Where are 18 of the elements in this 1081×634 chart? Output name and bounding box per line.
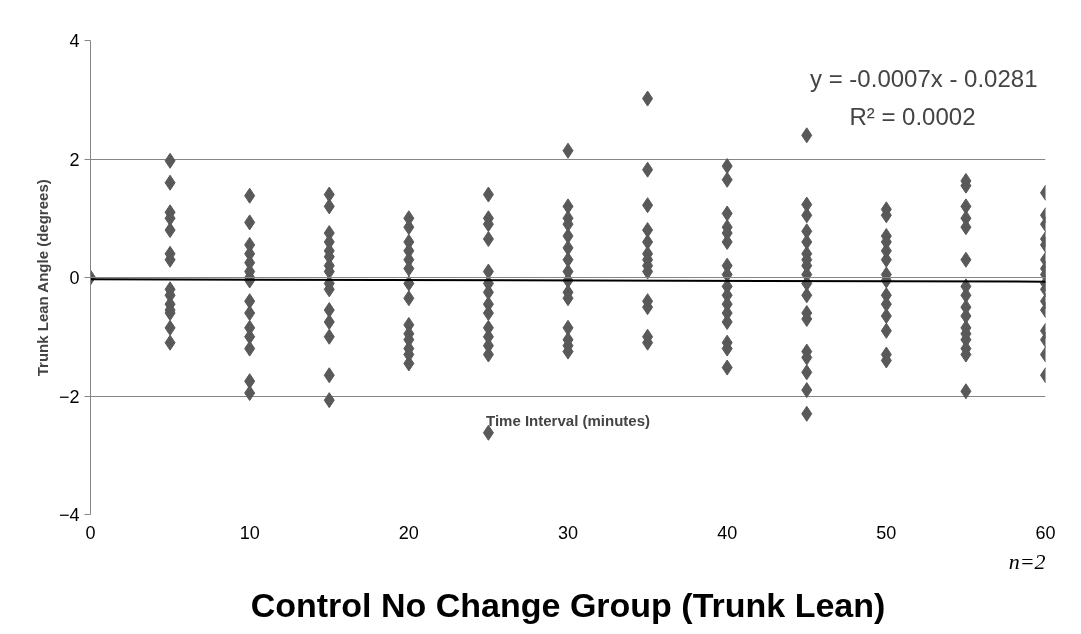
y-tick-label: −4 (58, 505, 80, 525)
x-tick-label: 50 (876, 522, 897, 543)
annotation: R² = 0.0002 (849, 102, 976, 130)
y-tick-label: 2 (69, 149, 80, 170)
x-axis-title: Time Interval (minutes) (486, 412, 650, 430)
x-tick-label: 60 (1035, 522, 1056, 543)
y-tick-label: −2 (58, 386, 80, 407)
x-tick-label: 0 (85, 522, 96, 543)
x-tick-label: 30 (557, 522, 579, 543)
x-tick-label: 10 (239, 522, 260, 543)
x-tick-label: 40 (717, 522, 738, 543)
annotation: y = -0.0007x - 0.0281 (810, 64, 1038, 92)
text: Control No Change Group (Trunk Lean) (250, 585, 886, 624)
text: n=2 (1008, 548, 1046, 574)
y-axis-title: Trunk Lean Angle (degrees) (33, 179, 51, 377)
y-tick-label: 4 (69, 31, 80, 51)
y-tick-label: 0 (69, 268, 80, 288)
x-tick-label: 20 (398, 522, 419, 543)
